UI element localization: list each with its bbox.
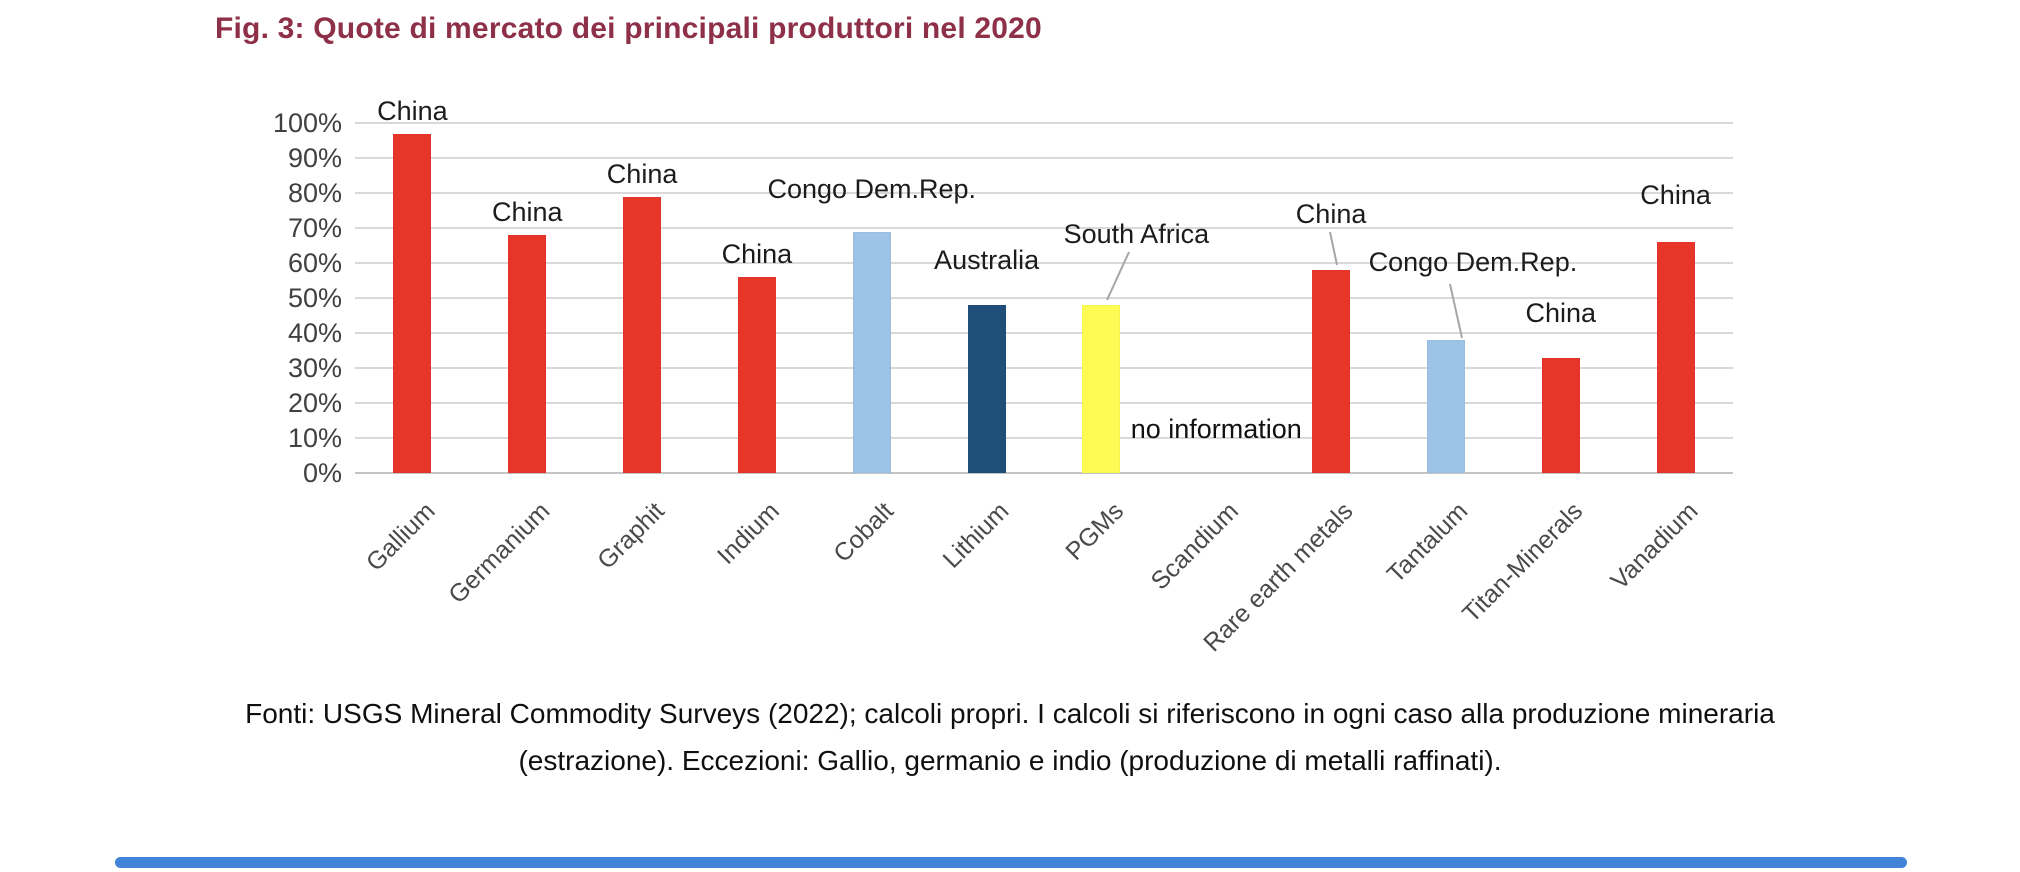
bar-tantalum [1426, 340, 1465, 473]
y-axis-tick-label: 0% [302, 458, 342, 488]
gridline [355, 402, 1733, 404]
x-axis-label-scandium: Scandium [1145, 497, 1245, 596]
bar-lithium [967, 305, 1006, 473]
producer-label-titan-minerals: China [1525, 297, 1597, 328]
producer-label-pgms: South Africa [1063, 219, 1210, 249]
x-axis-label-graphit: Graphit [592, 497, 670, 575]
y-axis-tick-label: 40% [287, 318, 342, 348]
gridline [355, 192, 1733, 194]
source-note-line1: Fonti: USGS Mineral Commodity Surveys (2… [245, 698, 1775, 729]
producer-label-lithium: Australia [934, 245, 1040, 275]
y-axis-tick-label: 90% [287, 143, 342, 173]
producer-label-vanadium: China [1640, 180, 1711, 210]
gridline [355, 157, 1733, 159]
bar-vanadium [1656, 242, 1695, 473]
horizontal-scrollbar-thumb[interactable] [115, 857, 1907, 868]
x-axis-label-titan-minerals: Titan-Minerals [1457, 497, 1589, 629]
x-axis-label-cobalt: Cobalt [828, 497, 900, 568]
y-axis-tick-label: 20% [287, 388, 342, 418]
bar-titan-minerals [1541, 357, 1580, 473]
y-axis-tick-label: 30% [287, 353, 342, 383]
producer-label-germanium: China [491, 197, 563, 227]
gridline [355, 472, 1733, 474]
y-axis-tick-label: 50% [287, 283, 342, 313]
gridline [355, 437, 1733, 439]
producer-label-rare-earth-metals: China [1295, 199, 1367, 229]
gridline [355, 122, 1733, 124]
gridline [355, 332, 1733, 334]
y-axis-tick-label: 100% [272, 108, 342, 138]
y-axis-tick-label: 10% [287, 423, 342, 453]
x-axis-label-gallium: Gallium [360, 497, 441, 577]
producer-label-indium: China [721, 239, 793, 269]
source-note-line2: (estrazione). Eccezioni: Gallio, germani… [518, 745, 1502, 776]
x-axis-label-pgms: PGMs [1060, 497, 1130, 566]
x-axis-label-lithium: Lithium [937, 497, 1015, 574]
gridline [355, 367, 1733, 369]
y-axis-tick-label: 70% [287, 213, 342, 243]
bar-pgms [1082, 305, 1121, 473]
bar-gallium [393, 133, 432, 473]
gridline [355, 262, 1733, 264]
bar-indium [737, 277, 776, 473]
annotation-no-information: no information [1130, 414, 1302, 444]
producer-label-cobalt: Congo Dem.Rep. [767, 173, 977, 204]
bar-graphit [623, 196, 662, 473]
bar-germanium [508, 235, 547, 473]
bar-cobalt [852, 231, 891, 473]
x-axis-label-germanium: Germanium [442, 497, 556, 610]
gridline [355, 297, 1733, 299]
y-axis-tick-label: 60% [287, 248, 342, 278]
bar-rare-earth-metals [1312, 270, 1351, 473]
y-axis-tick-label: 80% [287, 178, 342, 208]
x-axis-label-vanadium: Vanadium [1605, 497, 1704, 596]
producer-label-gallium: China [377, 95, 448, 126]
x-axis-label-indium: Indium [711, 497, 785, 570]
producer-label-tantalum: Congo Dem.Rep. [1368, 247, 1578, 277]
gridline [355, 227, 1733, 229]
producer-label-graphit: China [606, 158, 678, 189]
figure-title: Fig. 3: Quote di mercato dei principali … [215, 12, 1042, 45]
x-axis-label-tantalum: Tantalum [1382, 497, 1474, 589]
source-note: Fonti: USGS Mineral Commodity Surveys (2… [0, 690, 2020, 784]
